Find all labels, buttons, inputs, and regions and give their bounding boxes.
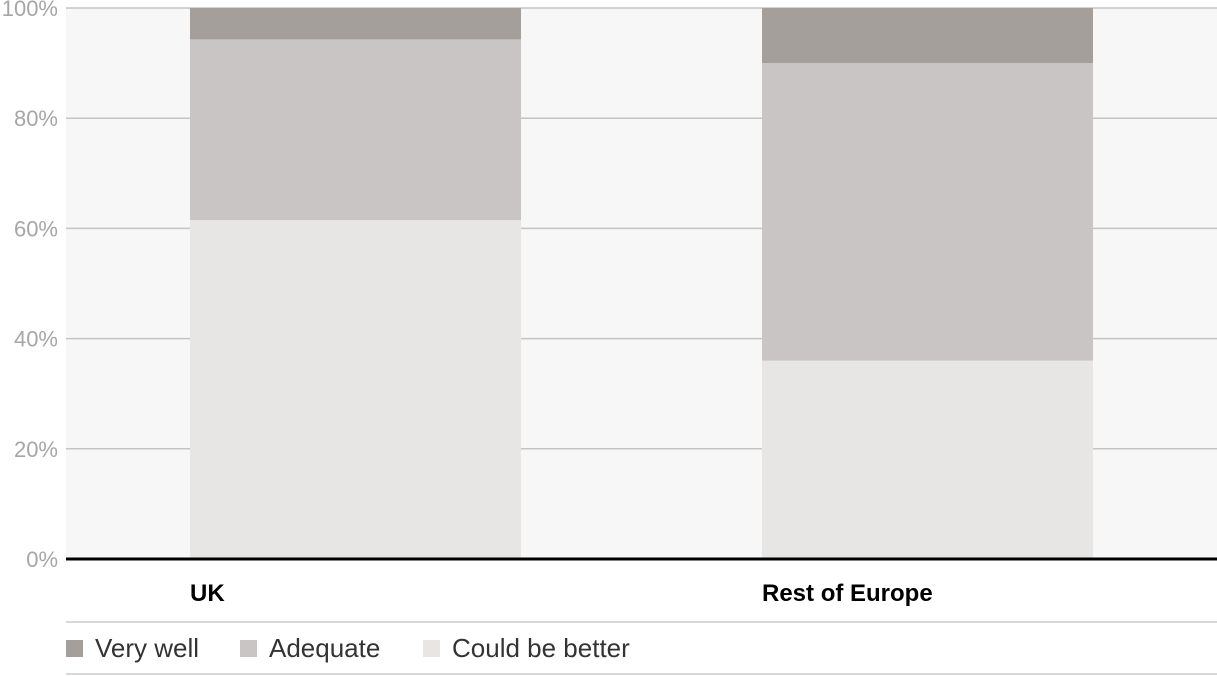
bar-segment (190, 39, 521, 221)
legend-label: Adequate (269, 633, 380, 663)
y-tick-label: 20% (14, 437, 58, 462)
legend: Very well Adequate Could be better (66, 633, 630, 663)
y-axis-ticks: 0% 20% 40% 60% 80% 100% (2, 0, 58, 572)
legend-label: Could be better (452, 633, 630, 663)
legend-swatch (423, 640, 440, 657)
bars (190, 8, 1093, 559)
bar-segment (762, 360, 1093, 559)
legend-swatch (66, 640, 83, 657)
y-tick-label: 0% (26, 547, 58, 572)
bar-segment (762, 8, 1093, 64)
y-tick-label: 100% (2, 0, 58, 21)
y-tick-label: 40% (14, 327, 58, 352)
category-label: UK (190, 580, 225, 607)
legend-swatch (240, 640, 257, 657)
bar-segment (190, 8, 521, 40)
x-axis-categories: UK Rest of Europe (190, 580, 933, 607)
y-tick-label: 80% (14, 106, 58, 131)
legend-label: Very well (95, 633, 199, 663)
y-tick-label: 60% (14, 216, 58, 241)
bar-segment (190, 220, 521, 559)
bar-segment (762, 63, 1093, 361)
category-label: Rest of Europe (762, 580, 933, 607)
